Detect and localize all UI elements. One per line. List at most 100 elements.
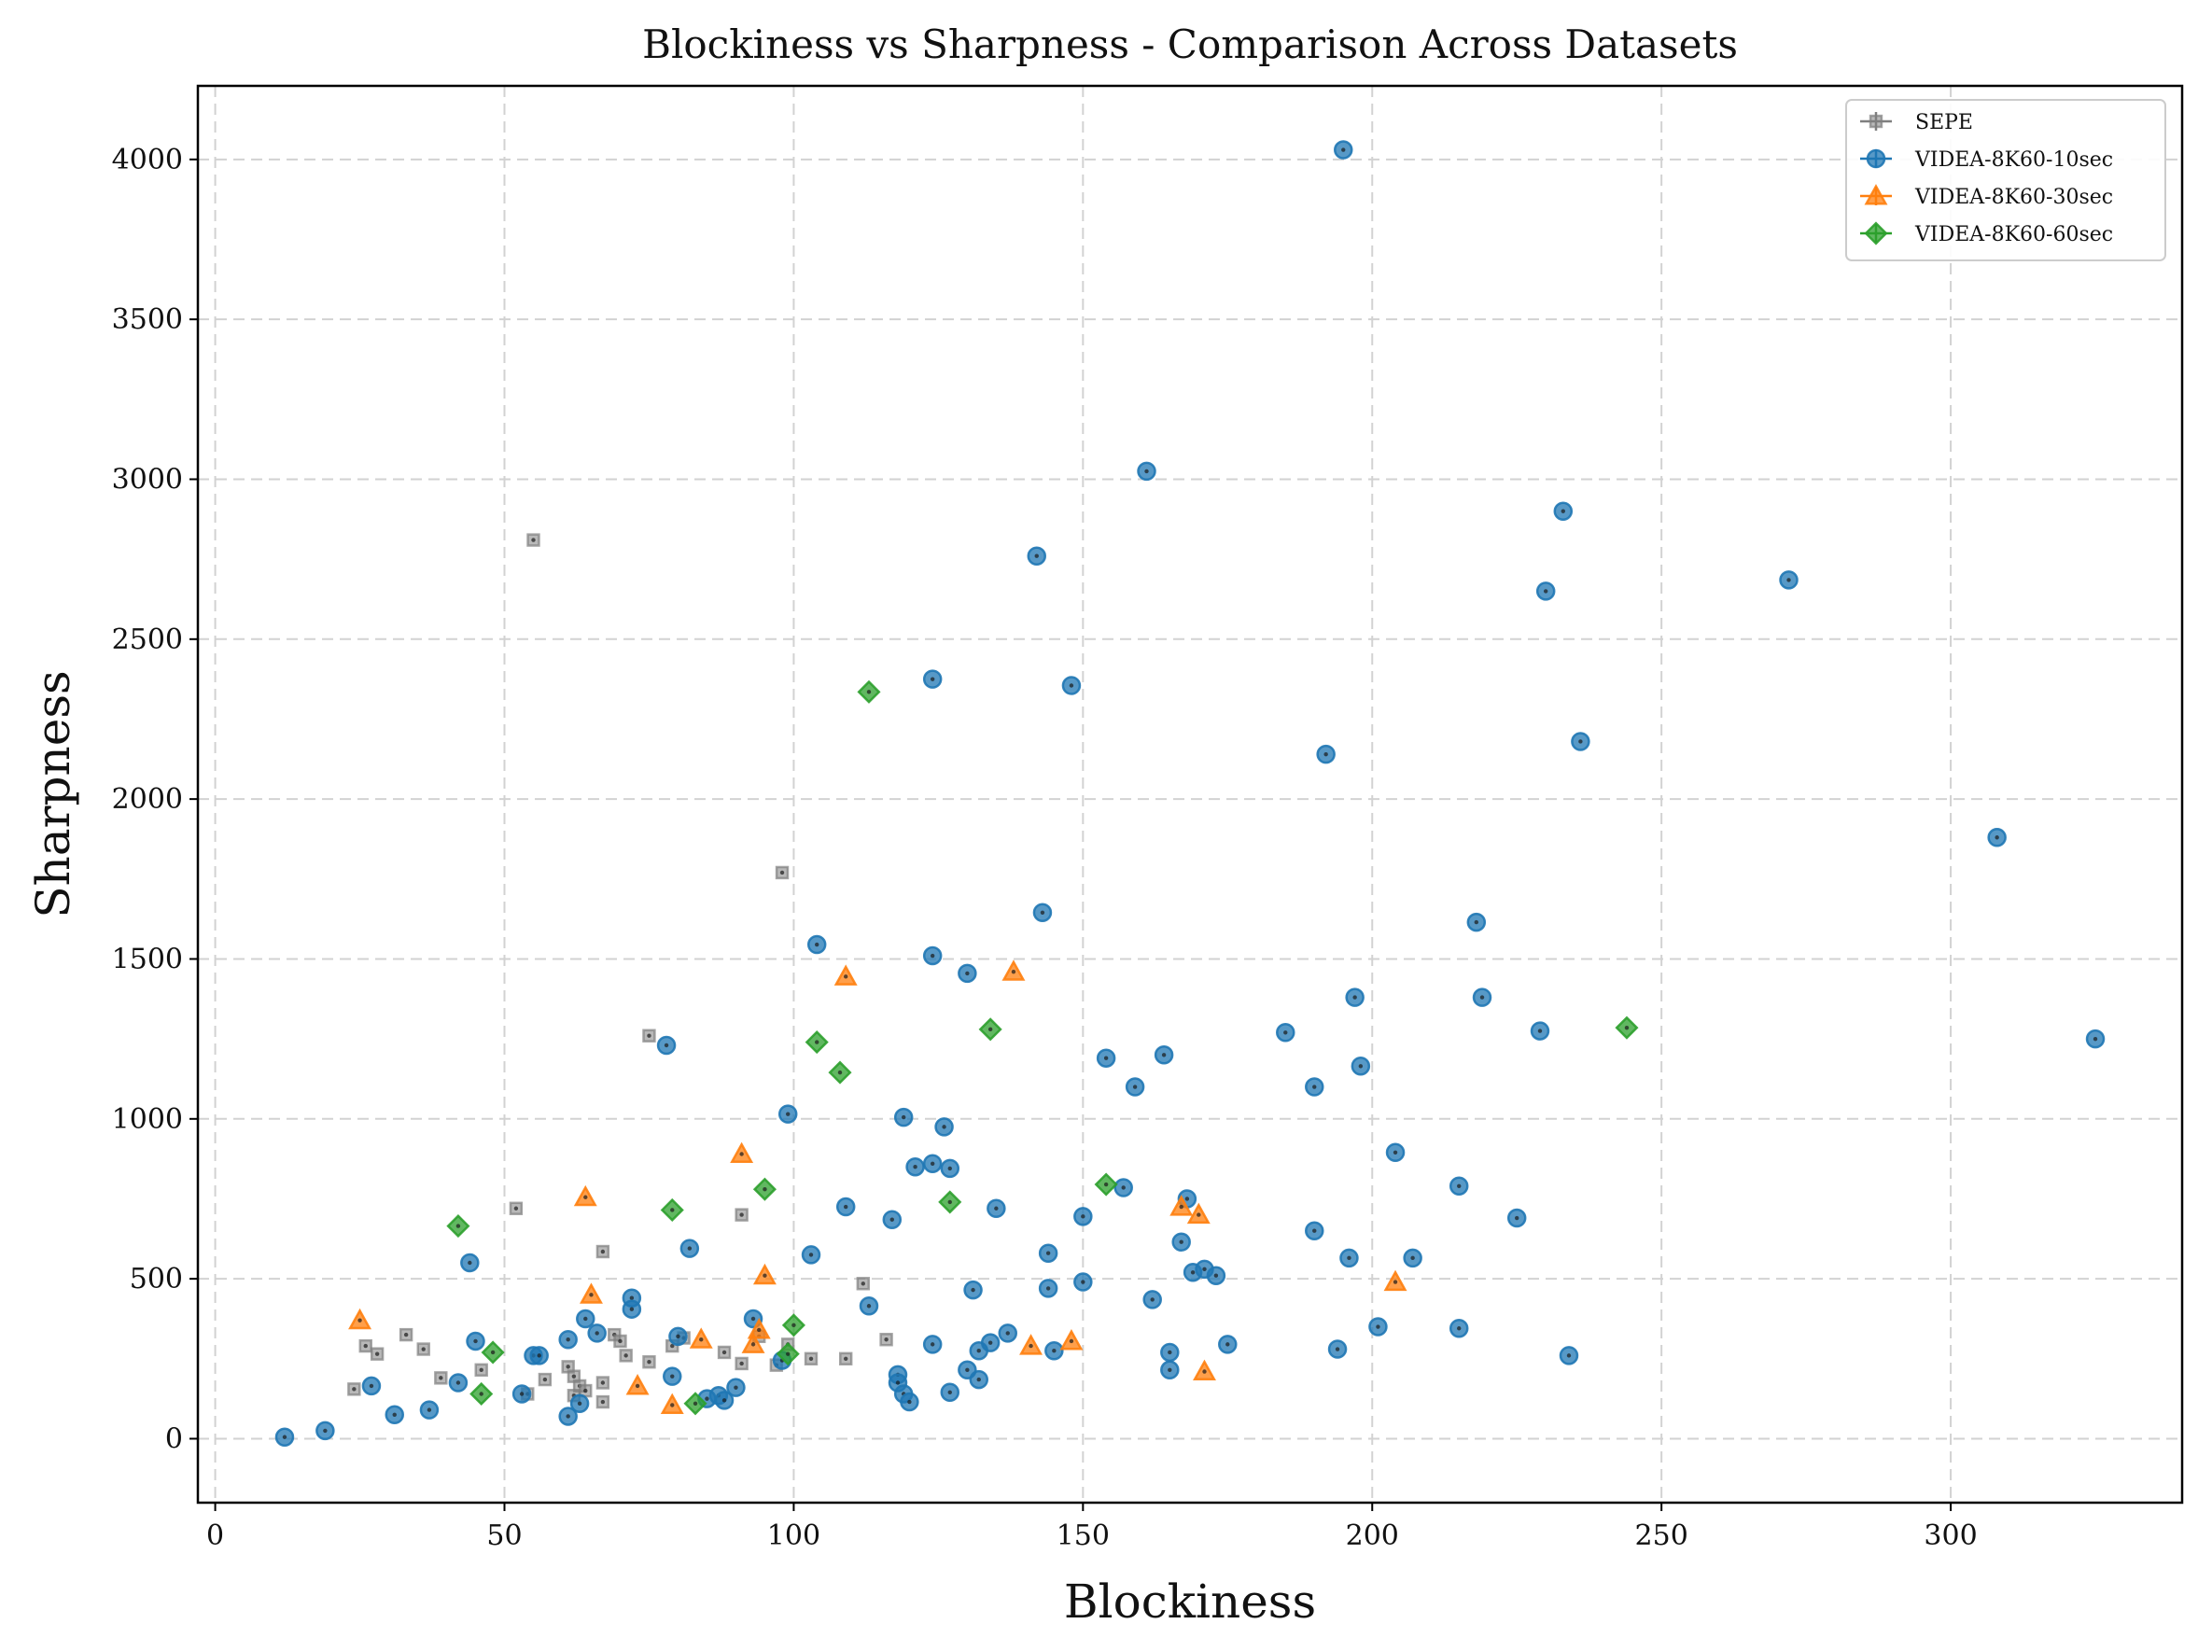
point-center-dot <box>739 1152 744 1156</box>
point-center-dot <box>779 870 785 875</box>
point-center-dot <box>965 971 970 976</box>
point-center-dot <box>363 1343 368 1349</box>
legend-label: VIDEA-8K60-60sec <box>1914 223 2113 246</box>
point-center-dot <box>1202 1369 1207 1374</box>
point-center-dot <box>837 1070 843 1075</box>
y-tick-label: 500 <box>130 1263 183 1295</box>
point-center-dot <box>901 1114 906 1120</box>
point-center-dot <box>1515 1215 1519 1221</box>
point-center-dot <box>647 1033 651 1038</box>
point-center-dot <box>1144 469 1149 474</box>
y-tick-label: 3500 <box>112 303 183 336</box>
point-center-dot <box>721 1350 727 1355</box>
point-center-dot <box>1179 1204 1183 1210</box>
point-center-dot <box>1213 1273 1219 1278</box>
point-center-dot <box>947 1390 952 1394</box>
x-tick-label: 100 <box>767 1519 820 1552</box>
point-center-dot <box>513 1206 519 1211</box>
point-center-dot <box>1040 910 1045 915</box>
y-tick-label: 0 <box>165 1422 183 1455</box>
point-center-dot <box>1624 1025 1630 1030</box>
point-center-dot <box>1393 1150 1398 1155</box>
point-center-dot <box>1132 1085 1138 1089</box>
point-center-dot <box>369 1383 374 1389</box>
point-center-dot <box>987 1027 993 1032</box>
point-center-dot <box>930 1161 935 1166</box>
point-center-dot <box>1393 1280 1398 1284</box>
point-center-dot <box>884 1337 889 1342</box>
point-center-dot <box>542 1377 548 1382</box>
point-center-dot <box>947 1199 952 1205</box>
legend-label: VIDEA-8K60-30sec <box>1914 186 2113 209</box>
point-center-dot <box>1045 1251 1051 1255</box>
chart-title: Blockiness vs Sharpness - Comparison Acr… <box>642 21 1738 67</box>
point-center-dot <box>750 1316 756 1322</box>
point-center-dot <box>1168 1367 1172 1372</box>
point-center-dot <box>687 1246 693 1251</box>
point-center-dot <box>1069 1338 1074 1344</box>
point-center-dot <box>1005 1331 1010 1336</box>
data-points <box>274 140 2106 1448</box>
point-center-dot <box>479 1367 483 1372</box>
point-center-dot <box>600 1380 606 1385</box>
point-center-dot <box>861 1281 865 1286</box>
point-center-dot <box>987 1340 993 1345</box>
point-center-dot <box>1045 1286 1051 1291</box>
point-center-dot <box>815 1040 819 1044</box>
point-center-dot <box>930 1342 935 1347</box>
point-center-dot <box>479 1392 483 1396</box>
point-center-dot <box>1150 1297 1155 1302</box>
x-tick-label: 50 <box>486 1519 522 1552</box>
x-tick-label: 250 <box>1635 1519 1688 1552</box>
series-group <box>347 533 893 1409</box>
x-axis-label: Blockiness <box>1064 1575 1316 1629</box>
point-center-dot <box>1376 1324 1380 1329</box>
point-center-dot <box>844 974 848 979</box>
point-center-dot <box>1283 1030 1288 1035</box>
x-tick-label: 150 <box>1057 1519 1110 1552</box>
point-center-dot <box>1479 995 1485 1000</box>
point-center-dot <box>1566 1353 1572 1358</box>
series-group <box>348 959 1407 1415</box>
point-center-dot <box>455 1380 461 1385</box>
point-center-dot <box>1184 1197 1190 1201</box>
point-center-dot <box>907 1399 912 1405</box>
point-center-dot <box>757 1327 762 1333</box>
point-center-dot <box>670 1374 675 1379</box>
point-center-dot <box>1786 578 1791 582</box>
point-center-dot <box>1202 1267 1207 1272</box>
point-center-dot <box>374 1351 380 1356</box>
point-center-dot <box>808 1253 814 1257</box>
point-center-dot <box>531 538 536 542</box>
point-center-dot <box>1358 1064 1364 1069</box>
point-center-dot <box>670 1403 675 1407</box>
y-tick-label: 3000 <box>112 463 183 496</box>
point-center-dot <box>670 1343 675 1349</box>
point-center-dot <box>589 1293 594 1297</box>
point-center-dot <box>808 1356 814 1362</box>
point-center-dot <box>1081 1280 1085 1284</box>
point-center-dot <box>676 1334 680 1339</box>
point-center-dot <box>844 1204 848 1210</box>
point-center-dot <box>1011 969 1016 974</box>
point-center-dot <box>976 1349 981 1353</box>
y-tick-label: 1500 <box>112 943 183 975</box>
point-center-dot <box>1029 1343 1033 1349</box>
point-center-dot <box>421 1347 426 1351</box>
point-center-dot <box>1081 1214 1085 1219</box>
point-center-dot <box>1995 835 1999 840</box>
legend-label: SEPE <box>1915 111 1973 134</box>
point-center-dot <box>763 1273 767 1278</box>
point-center-dot <box>791 1323 796 1328</box>
point-center-dot <box>1179 1239 1183 1244</box>
point-center-dot <box>976 1377 981 1382</box>
point-center-dot <box>1069 683 1074 688</box>
point-center-dot <box>1341 147 1346 152</box>
point-center-dot <box>595 1331 599 1336</box>
point-center-dot <box>947 1166 952 1171</box>
point-center-dot <box>352 1387 357 1392</box>
point-center-dot <box>439 1376 443 1380</box>
point-center-dot <box>994 1206 999 1211</box>
point-center-dot <box>403 1332 409 1337</box>
point-center-dot <box>583 1316 588 1322</box>
